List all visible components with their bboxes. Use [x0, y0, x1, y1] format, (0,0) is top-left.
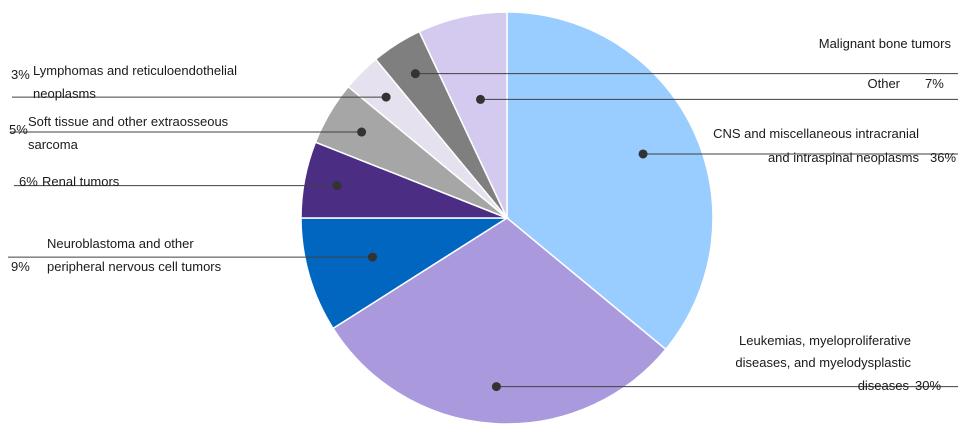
slice-percent-neuroblastoma-and-other-peripheral-nervous-cell-tumors: 9% — [11, 259, 30, 274]
leader-dot-soft-tissue-and-other-extraosseous-sarcoma — [357, 127, 367, 137]
slice-percent-other: 7% — [925, 76, 944, 91]
pie-slice-cns-and-miscellaneous-intracranial-and-intraspinal-neoplasms — [506, 11, 714, 351]
slice-label-neuroblastoma-and-other-peripheral-nervous-cell-tumors: peripheral nervous cell tumors — [47, 259, 222, 274]
leader-dot-cns-and-miscellaneous-intracranial-and-intraspinal-neoplasms — [638, 149, 648, 159]
slice-percent-leukemias-myeloproliferative-diseases-and-myelodysplastic-diseases: 30% — [915, 378, 941, 393]
slice-label-leukemias-myeloproliferative-diseases-and-myelodysplastic-diseases: Leukemias, myeloproliferative — [739, 333, 911, 348]
leader-lines — [8, 69, 958, 392]
slice-label-cns-and-miscellaneous-intracranial-and-intraspinal-neoplasms: CNS and miscellaneous intracranial — [713, 126, 919, 141]
slice-label-leukemias-myeloproliferative-diseases-and-myelodysplastic-diseases: diseases — [858, 378, 910, 393]
slice-label-other: Other — [867, 76, 900, 91]
leader-dot-other — [475, 94, 485, 104]
slice-percent-lymphomas-and-reticuloendothelial-neoplasms: 3% — [11, 67, 30, 82]
leader-dot-neuroblastoma-and-other-peripheral-nervous-cell-tumors — [367, 252, 377, 262]
slice-label-malignant-bone-tumors: Malignant bone tumors — [819, 36, 952, 51]
pie-slice-other — [418, 11, 508, 219]
slice-labels: CNS and miscellaneous intracranial and in… — [9, 36, 956, 393]
slice-label-cns-and-miscellaneous-intracranial-and-intraspinal-neoplasms: and intraspinal neoplasms — [768, 150, 920, 165]
slice-label-soft-tissue-and-other-extraosseous-sarcoma: Soft tissue and other extraosseous — [28, 114, 229, 129]
slice-label-renal-tumors: Renal tumors — [42, 174, 120, 189]
leader-dot-lymphomas-and-reticuloendothelial-neoplasms — [381, 92, 391, 102]
slice-label-soft-tissue-and-other-extraosseous-sarcoma: sarcoma — [28, 137, 79, 152]
slice-label-leukemias-myeloproliferative-diseases-and-myelodysplastic-diseases: diseases, and myelodysplastic — [735, 355, 911, 370]
slice-percent-soft-tissue-and-other-extraosseous-sarcoma: 5% — [9, 122, 28, 137]
leader-dot-malignant-bone-tumors — [410, 69, 420, 79]
leader-dot-leukemias-myeloproliferative-diseases-and-myelodysplastic-diseases — [491, 382, 501, 392]
slice-label-neuroblastoma-and-other-peripheral-nervous-cell-tumors: Neuroblastoma and other — [47, 236, 194, 251]
pie-slices — [300, 11, 714, 424]
leader-dot-renal-tumors — [332, 181, 342, 191]
pie-slice-neuroblastoma-and-other-peripheral-nervous-cell-tumors — [300, 217, 510, 330]
slice-percent-renal-tumors: 6% — [19, 174, 38, 189]
slice-label-lymphomas-and-reticuloendothelial-neoplasms: Lymphomas and reticuloendothelial — [33, 63, 237, 78]
slice-label-lymphomas-and-reticuloendothelial-neoplasms: neoplasms — [33, 86, 96, 101]
slice-percent-cns-and-miscellaneous-intracranial-and-intraspinal-neoplasms: 36% — [930, 150, 956, 165]
